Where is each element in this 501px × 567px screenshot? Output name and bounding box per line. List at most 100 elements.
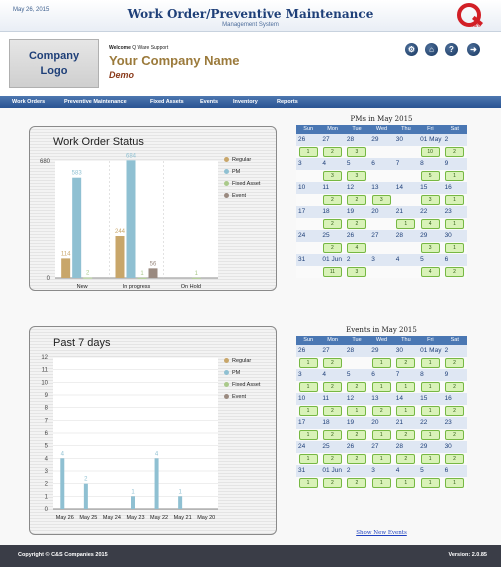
day-count-badge[interactable]: 1: [445, 195, 465, 205]
date-cell[interactable]: 26: [346, 232, 355, 239]
day-count-badge[interactable]: 1: [445, 171, 465, 181]
date-cell[interactable]: 01 May: [420, 347, 442, 354]
day-count-badge[interactable]: 1: [298, 382, 318, 392]
date-cell[interactable]: 30: [444, 232, 452, 239]
date-cell[interactable]: 12: [346, 184, 355, 191]
day-count-badge[interactable]: 2: [322, 219, 342, 229]
day-count-badge[interactable]: 2: [396, 430, 416, 440]
day-count-badge[interactable]: 1: [396, 478, 416, 488]
date-cell[interactable]: 10: [298, 184, 306, 191]
bar-fixed-asset-on-hold[interactable]: [191, 277, 201, 279]
day-count-badge[interactable]: 1: [298, 358, 318, 368]
date-cell[interactable]: 29: [420, 232, 428, 239]
date-cell[interactable]: 18: [322, 419, 330, 426]
date-cell[interactable]: 9: [444, 160, 449, 167]
day-count-badge[interactable]: 1: [298, 147, 318, 157]
date-cell[interactable]: 28: [395, 443, 403, 450]
date-cell[interactable]: 7: [395, 371, 400, 378]
bar-pm-in-progress[interactable]: [126, 160, 136, 278]
nav-item-inventory[interactable]: Inventory: [233, 99, 258, 105]
day-count-badge[interactable]: 1: [445, 219, 465, 229]
day-count-badge[interactable]: 2: [322, 195, 342, 205]
day-count-badge[interactable]: 1: [420, 454, 440, 464]
date-cell[interactable]: 27: [322, 347, 330, 354]
day-count-badge[interactable]: 2: [445, 147, 465, 157]
day-count-badge[interactable]: 2: [347, 454, 367, 464]
date-cell[interactable]: 29: [420, 443, 428, 450]
date-cell[interactable]: 4: [395, 467, 400, 474]
date-cell[interactable]: 26: [298, 347, 306, 354]
date-cell[interactable]: 29: [371, 347, 379, 354]
date-cell[interactable]: 19: [346, 208, 355, 215]
date-cell[interactable]: 24: [298, 443, 306, 450]
date-cell[interactable]: 21: [395, 419, 403, 426]
date-cell[interactable]: 10: [298, 395, 306, 402]
date-cell[interactable]: 01 Jun: [322, 256, 342, 263]
date-cell[interactable]: 8: [420, 371, 424, 378]
date-cell[interactable]: 6: [444, 256, 449, 263]
bar-pm-may-26[interactable]: [60, 458, 65, 509]
date-cell[interactable]: 13: [371, 395, 379, 402]
date-cell[interactable]: 28: [395, 232, 403, 239]
date-cell[interactable]: 01 May: [420, 136, 442, 143]
day-count-badge[interactable]: 1: [420, 382, 440, 392]
date-cell[interactable]: 16: [444, 184, 452, 191]
date-cell[interactable]: 6: [371, 160, 375, 167]
nav-item-reports[interactable]: Reports: [277, 99, 298, 105]
date-cell[interactable]: 26: [298, 136, 306, 143]
nav-item-fixed-assets[interactable]: Fixed Assets: [150, 99, 184, 105]
day-count-badge[interactable]: 2: [445, 454, 465, 464]
bar-pm-may-21[interactable]: [178, 496, 183, 509]
date-cell[interactable]: 28: [346, 347, 355, 354]
nav-item-preventive-maintenance[interactable]: Preventive Maintenance: [64, 99, 127, 105]
date-cell[interactable]: 2: [346, 256, 351, 263]
day-count-badge[interactable]: 1: [396, 382, 416, 392]
day-count-badge[interactable]: 2: [347, 195, 367, 205]
day-count-badge[interactable]: 11: [322, 267, 342, 277]
date-cell[interactable]: 30: [395, 136, 403, 143]
day-count-badge[interactable]: 2: [396, 454, 416, 464]
bar-regular-in-progress[interactable]: [115, 236, 125, 278]
date-cell[interactable]: 27: [371, 232, 379, 239]
day-count-badge[interactable]: 2: [347, 430, 367, 440]
day-count-badge[interactable]: 3: [322, 171, 342, 181]
day-count-badge[interactable]: 2: [322, 406, 342, 416]
day-count-badge[interactable]: 2: [445, 382, 465, 392]
date-cell[interactable]: 31: [298, 467, 306, 474]
date-cell[interactable]: 5: [346, 371, 351, 378]
date-cell[interactable]: 20: [371, 208, 379, 215]
day-count-badge[interactable]: 3: [371, 195, 391, 205]
date-cell[interactable]: 4: [322, 160, 327, 167]
bar-pm-may-25[interactable]: [83, 483, 88, 509]
day-count-badge[interactable]: 1: [445, 478, 465, 488]
day-count-badge[interactable]: 1: [420, 478, 440, 488]
day-count-badge[interactable]: 1: [371, 478, 391, 488]
bar-event-in-progress[interactable]: [148, 268, 158, 278]
date-cell[interactable]: 11: [322, 395, 330, 402]
date-cell[interactable]: 5: [346, 160, 351, 167]
date-cell[interactable]: 12: [346, 395, 355, 402]
date-cell[interactable]: 15: [420, 395, 428, 402]
date-cell[interactable]: 8: [420, 160, 424, 167]
day-count-badge[interactable]: 10: [420, 147, 440, 157]
date-cell[interactable]: 30: [395, 347, 403, 354]
day-count-badge[interactable]: 1: [396, 406, 416, 416]
day-count-badge[interactable]: 1: [298, 406, 318, 416]
day-count-badge[interactable]: 1: [420, 406, 440, 416]
date-cell[interactable]: 3: [298, 371, 302, 378]
day-count-badge[interactable]: 3: [347, 171, 367, 181]
date-cell[interactable]: 3: [371, 467, 375, 474]
date-cell[interactable]: 22: [420, 419, 428, 426]
day-count-badge[interactable]: 1: [371, 430, 391, 440]
date-cell[interactable]: 11: [322, 184, 330, 191]
date-cell[interactable]: 22: [420, 208, 428, 215]
day-count-badge[interactable]: 2: [322, 358, 342, 368]
date-cell[interactable]: 4: [322, 371, 327, 378]
day-count-badge[interactable]: 1: [298, 478, 318, 488]
show-new-events-link[interactable]: Show New Events: [356, 530, 407, 536]
date-cell[interactable]: 2: [444, 136, 449, 143]
date-cell[interactable]: 13: [371, 184, 379, 191]
date-cell[interactable]: 23: [444, 419, 452, 426]
nav-item-events[interactable]: Events: [200, 99, 219, 105]
date-cell[interactable]: 26: [346, 443, 355, 450]
